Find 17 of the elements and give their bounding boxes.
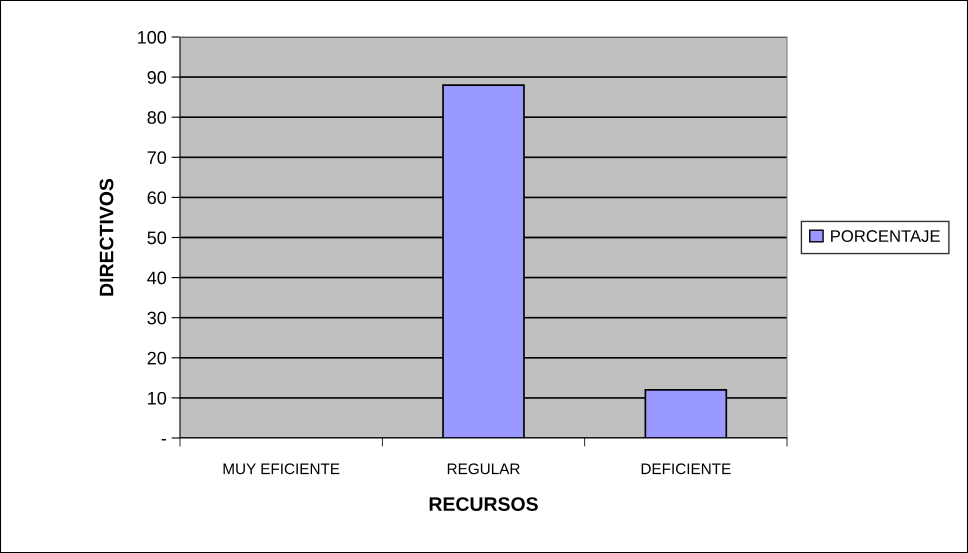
x-tick-label: REGULAR [448, 463, 520, 474]
y-axis-title: DIRECTIVOS [100, 178, 114, 296]
y-tick-label: 80 [148, 111, 166, 124]
y-tick-label: 40 [147, 272, 166, 284]
y-tick-label: 50 [147, 231, 166, 244]
y-tick-label: 60 [148, 191, 166, 204]
legend-label: PORCENTAJE [831, 230, 940, 242]
y-tick-label: 30 [147, 312, 166, 324]
y-tick-label: 100 [138, 30, 166, 44]
x-axis-title: RECURSOS [430, 497, 538, 511]
y-tick-label: 20 [148, 352, 166, 365]
y-tick-label: 10 [148, 392, 166, 405]
x-tick-label: MUY EFICIENTE [224, 463, 340, 474]
x-tick-label: DEFICIENTE [642, 463, 731, 474]
y-tick-label: 70 [148, 151, 166, 164]
y-tick-label: - [162, 439, 166, 440]
y-tick-label: 90 [148, 71, 166, 84]
